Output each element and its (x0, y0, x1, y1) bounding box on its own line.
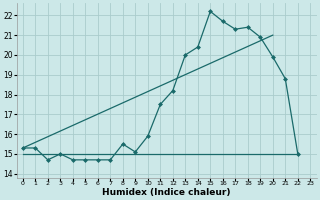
X-axis label: Humidex (Indice chaleur): Humidex (Indice chaleur) (102, 188, 231, 197)
